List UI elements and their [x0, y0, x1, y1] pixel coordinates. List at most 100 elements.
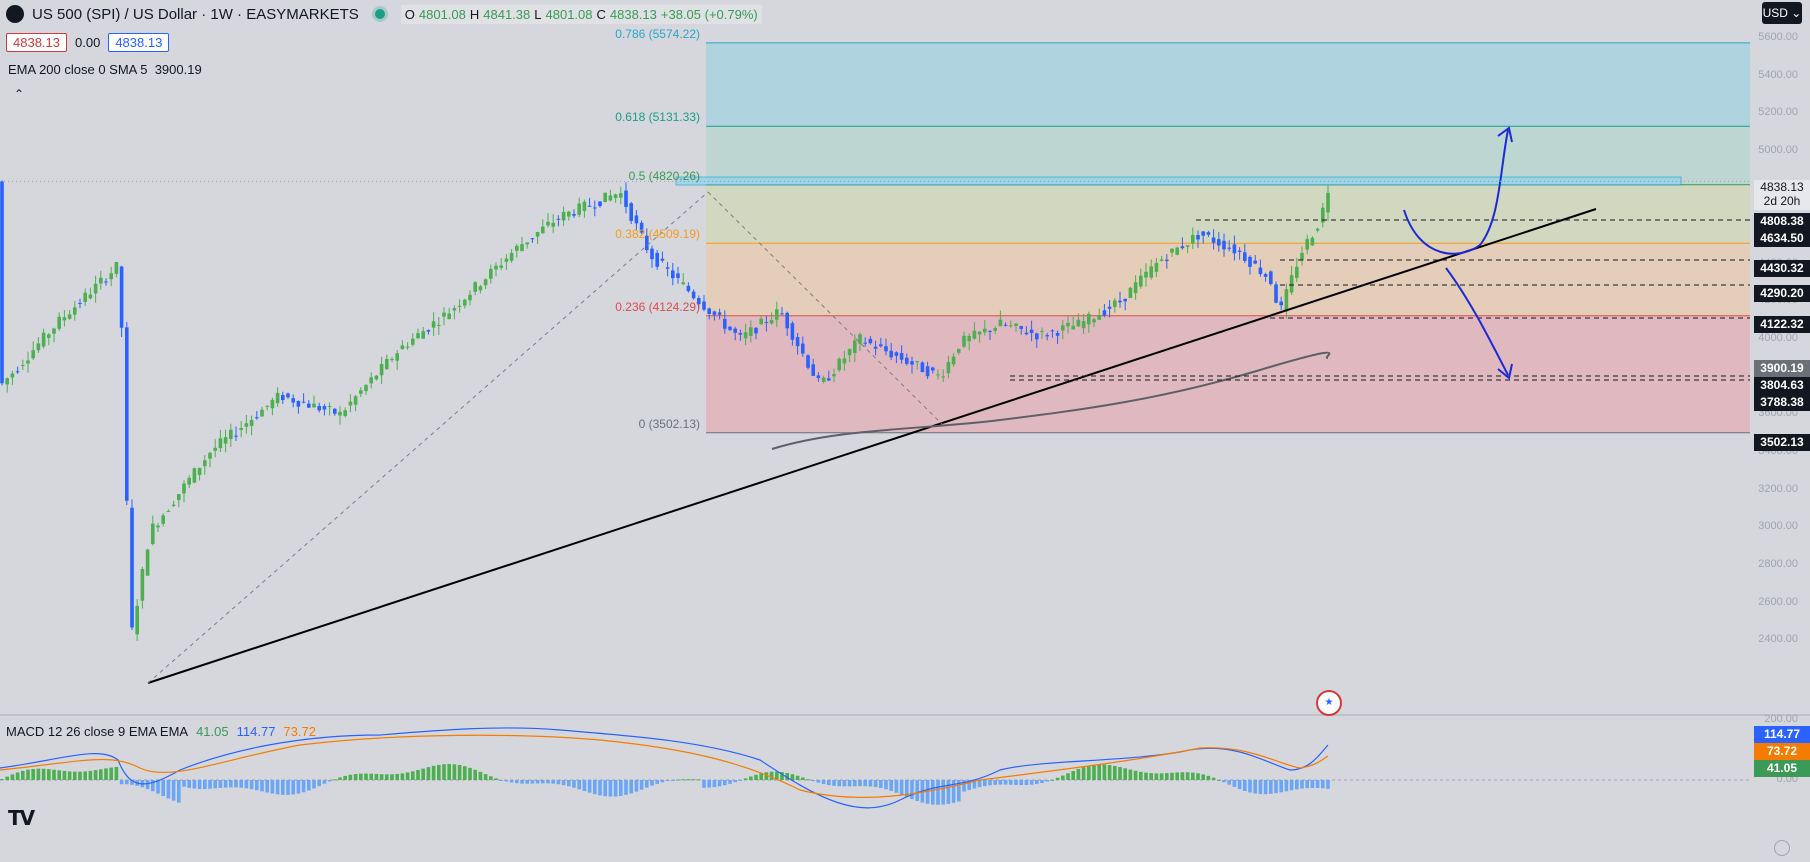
macd-histogram-bar [426, 767, 431, 780]
candle-body [301, 401, 306, 403]
candle-body [1128, 287, 1133, 298]
macd-histogram-bar [785, 772, 789, 780]
fib-level-label: 0 (3502.13) [638, 416, 700, 431]
drawing-overlay [0, 126, 1810, 716]
candle-body [1071, 325, 1075, 330]
candle-body [161, 515, 165, 524]
macd-histogram-bar [1128, 769, 1133, 780]
currency-select[interactable]: USD ⌄ [1762, 2, 1802, 24]
macd-histogram-bar [483, 774, 488, 780]
candle-body [312, 403, 316, 408]
candle-body [359, 390, 363, 394]
candle-body [395, 353, 399, 361]
candle-body [525, 242, 529, 245]
price-axis-tick: 5200.00 [1758, 106, 1798, 119]
candle-body [473, 282, 477, 292]
market-status-icon [374, 9, 385, 19]
macd-histogram-bar [863, 780, 867, 787]
macd-histogram-bar [905, 780, 909, 797]
macd-histogram-bar [868, 780, 873, 787]
candle-body [270, 399, 275, 409]
macd-histogram-bar [1139, 771, 1143, 780]
candle-body [1269, 271, 1273, 285]
macd-histogram-bar [322, 780, 327, 784]
macd-histogram-bar [385, 774, 389, 780]
macd-histogram-bar [239, 780, 243, 788]
settings-icon[interactable] [1774, 840, 1790, 856]
sell-price-button[interactable]: 4838.13 [6, 32, 67, 52]
macd-axis-tick: 200.00 [1764, 713, 1798, 725]
ema-legend[interactable]: EMA 200 close 0 SMA 5 3900.19 [8, 62, 202, 77]
macd-histogram-bar [73, 771, 77, 780]
macd-histogram-bar [1055, 777, 1060, 780]
candle-body [1211, 237, 1216, 243]
macd-histogram-bar [1087, 765, 1091, 780]
candle-body [717, 312, 722, 315]
macd-histogram-bar [359, 773, 363, 780]
candle-body [827, 378, 831, 381]
us-flag-event-icon[interactable]: ★ [1316, 690, 1342, 716]
macd-histogram-bar [1144, 772, 1148, 780]
macd-histogram-bar [764, 772, 769, 780]
macd-histogram-bar [827, 780, 831, 786]
candle-body [1165, 259, 1169, 262]
candle-body [15, 371, 20, 373]
macd-histogram-bar [1263, 780, 1268, 795]
fib-retracement[interactable] [675, 42, 1750, 434]
macd-histogram-bar [93, 770, 98, 780]
candle-body [1227, 247, 1231, 249]
macd-histogram-bar [1211, 777, 1216, 780]
candle-body [951, 356, 956, 365]
fib-zone [706, 42, 1750, 127]
candle-body [723, 318, 727, 329]
macd-histogram-bar [1279, 780, 1283, 793]
candle-body [343, 410, 347, 417]
price-axis-tick: 3200.00 [1758, 482, 1798, 495]
macd-histogram-bar [967, 780, 971, 790]
macd-histogram-bar [1123, 768, 1127, 780]
candle-body [385, 358, 389, 370]
candle-body [348, 401, 353, 406]
macd-histogram-bar [551, 780, 555, 784]
candle-body [858, 334, 862, 344]
macd-histogram-bar [769, 771, 774, 780]
macd-histogram-bar [1071, 771, 1075, 780]
macd-histogram-bar [1321, 780, 1325, 789]
candle-body [936, 374, 940, 376]
candle-body [223, 437, 228, 444]
macd-histogram-bar [177, 780, 181, 803]
candle-body [520, 244, 524, 251]
macd-histogram-bar [873, 780, 878, 788]
buy-price-button[interactable]: 4838.13 [108, 32, 170, 52]
macd-histogram-bar [338, 777, 342, 780]
candle-body [255, 417, 259, 419]
candle-body [868, 338, 873, 344]
macd-histogram-bar [1045, 780, 1049, 782]
macd-histogram-bar [806, 779, 810, 781]
symbol-title[interactable]: US 500 (SPI) / US Dollar · 1W · EASYMARK… [32, 5, 359, 23]
candle-body [655, 252, 659, 267]
macd-histogram-bar [36, 768, 41, 780]
tradingview-logo[interactable]: TV [8, 806, 35, 830]
candle-body [379, 363, 384, 376]
macd-pane [0, 727, 1750, 809]
macd-histogram-bar [1040, 780, 1044, 783]
macd-histogram-bar [15, 772, 20, 780]
macd-legend[interactable]: MACD 12 26 close 9 EMA EMA 41.05 114.77 … [6, 724, 316, 739]
macd-histogram-bar [26, 769, 30, 780]
macd-histogram-bar [395, 773, 399, 780]
candle-body [0, 181, 4, 384]
candle-body [910, 361, 914, 365]
macd-histogram-bar [707, 780, 711, 788]
macd-histogram-bar [1118, 767, 1122, 780]
macd-signal-value: 73.72 [283, 724, 316, 739]
close-label: C [596, 6, 606, 22]
macd-histogram-bar [489, 776, 493, 780]
macd-histogram-bar [837, 780, 841, 787]
macd-histogram-bar [62, 770, 67, 780]
macd-histogram-bar [1232, 780, 1237, 787]
macd-histogram-bar [151, 780, 155, 792]
collapse-legend-icon[interactable]: ⌃ [13, 87, 25, 101]
candle-body [577, 203, 581, 215]
